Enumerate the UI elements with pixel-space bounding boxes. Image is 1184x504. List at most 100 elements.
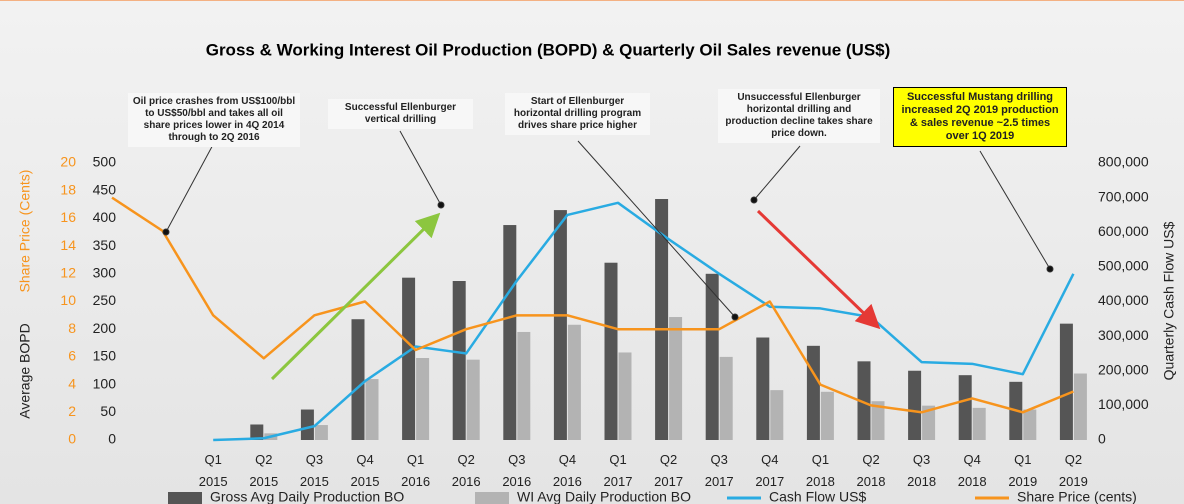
bar [503, 225, 517, 440]
annotation: Successful Mustang drilling increased 2Q… [893, 87, 1067, 147]
y2ticks-label: 200,000 [1098, 361, 1149, 377]
bar [1073, 373, 1087, 440]
plot: 0246810121416182005010015020025030035040… [60, 154, 1148, 447]
leader-line [753, 145, 801, 201]
y3ticks-label: 18 [60, 181, 76, 197]
bar [756, 337, 770, 440]
legend-label: WI Avg Daily Production BO [517, 489, 691, 504]
y2ticks-label: 700,000 [1098, 188, 1149, 204]
bar [452, 281, 466, 440]
y3ticks-label: 20 [60, 154, 76, 170]
bar [719, 356, 733, 440]
bar [351, 319, 365, 440]
y2ticks-label: 800,000 [1098, 154, 1149, 170]
annotation: Oil price crashes from US$100/bbl to US$… [128, 93, 300, 147]
leader-line [979, 150, 1051, 270]
x-tick-label: Q2 2016 [451, 452, 481, 489]
bar [908, 370, 922, 440]
y3ticks-label: 16 [60, 209, 76, 225]
bar [365, 379, 379, 440]
bar [705, 273, 719, 440]
x-tick-label: Q3 2015 [299, 452, 329, 489]
bar [669, 317, 683, 440]
bar [871, 401, 885, 440]
y2ticks-label: 400,000 [1098, 292, 1149, 308]
leader-line [399, 130, 442, 206]
x-tick-label: Q1 2017 [603, 452, 633, 489]
x-tick-label: Q3 2017 [704, 452, 734, 489]
leaders [162, 130, 1054, 321]
line [111, 196, 1074, 414]
annotation: Start of Ellenburger horizontal drilling… [505, 93, 650, 135]
yticks-label: 350 [93, 237, 117, 253]
x-tick-label: Q4 2016 [552, 452, 582, 489]
bar [770, 390, 784, 440]
bar [857, 361, 871, 440]
y3ticks-label: 6 [68, 348, 76, 364]
trend-arrow [756, 209, 881, 330]
x-tick-label: Q3 2016 [502, 452, 532, 489]
y3ticks-label: 12 [60, 265, 76, 281]
y2ticks-label: 100,000 [1098, 396, 1149, 412]
bar [416, 358, 430, 440]
y3ticks-label: 0 [68, 431, 76, 447]
bar [300, 409, 314, 440]
y-axis-title: Average BOPD [17, 323, 33, 418]
bar [250, 424, 264, 440]
x-tick-label: Q2 2015 [249, 452, 279, 489]
bar [1023, 409, 1037, 440]
leader-dot [1046, 265, 1054, 273]
yticks-label: 300 [93, 265, 117, 281]
bar [806, 345, 820, 440]
x-tick-label: Q2 2019 [1058, 452, 1088, 489]
yticks-label: 150 [93, 348, 117, 364]
x-tick-label: Q4 2017 [755, 452, 785, 489]
chart-title: Gross & Working Interest Oil Production … [206, 40, 891, 59]
y3ticks-label: 4 [68, 375, 76, 391]
y2ticks-label: 600,000 [1098, 223, 1149, 239]
x-tick-label: Q1 2019 [1008, 452, 1038, 489]
yticks-label: 200 [93, 320, 117, 336]
x-tick-label: Q4 2018 [957, 452, 987, 489]
y2ticks-label: 0 [1098, 431, 1106, 447]
y3ticks-label: 2 [68, 403, 76, 419]
x-tick-label: Q1 2018 [805, 452, 835, 489]
yticks-label: 100 [93, 375, 117, 391]
bar [604, 262, 618, 440]
yticks-label: 500 [93, 154, 117, 170]
yticks-label: 50 [100, 403, 116, 419]
y3-axis-title: Share Price (Cents) [17, 170, 33, 293]
legend-swatch [475, 492, 509, 504]
leader-dot [162, 228, 170, 236]
annotation: Successful Ellenburger vertical drilling [328, 99, 473, 129]
legend-label: Share Price (cents) [1017, 489, 1137, 504]
x-tick-label: Q4 2015 [350, 452, 380, 489]
y2ticks-label: 300,000 [1098, 327, 1149, 343]
legend-swatch [168, 492, 202, 504]
bar [466, 359, 480, 440]
bar [922, 405, 936, 440]
bar [517, 331, 531, 440]
leader-line [577, 140, 736, 318]
leader-line [165, 140, 216, 233]
y3ticks-label: 14 [60, 237, 76, 253]
y2ticks-label: 500,000 [1098, 258, 1149, 274]
y2-axis-title: Quarterly Cash Flow US$ [1161, 221, 1177, 380]
bar [618, 352, 632, 440]
bar [567, 324, 581, 440]
bar [1059, 323, 1073, 440]
y3ticks-label: 8 [68, 320, 76, 336]
yticks-label: 0 [108, 431, 116, 447]
yticks-label: 400 [93, 209, 117, 225]
annotation: Unsuccessful Ellenburger horizontal dril… [718, 89, 880, 143]
x-tick-label: Q2 2017 [654, 452, 684, 489]
bar [655, 199, 669, 440]
bar [958, 375, 972, 440]
legend-label: Cash Flow US$ [769, 489, 866, 504]
legend-label: Gross Avg Daily Production BO [210, 489, 404, 504]
line [213, 201, 1075, 442]
x-tick-label: Q3 2018 [907, 452, 937, 489]
leader-dot [750, 196, 758, 204]
